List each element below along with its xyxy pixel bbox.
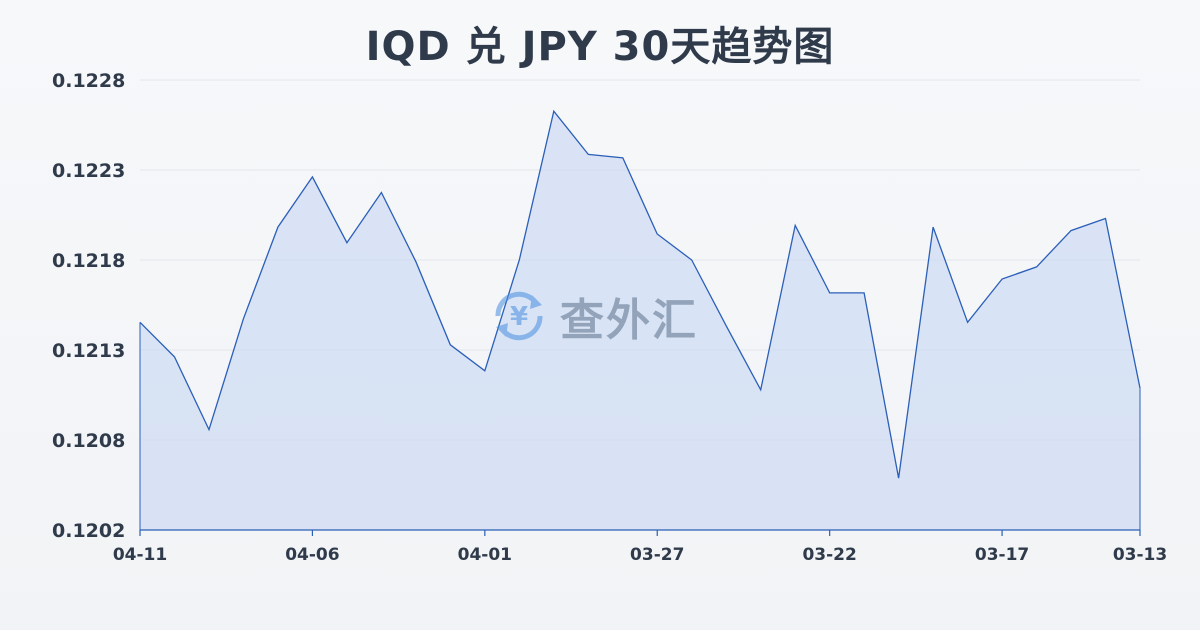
- area-series: [139, 109, 1141, 530]
- series-line: [139, 109, 1141, 479]
- y-tick-label: 0.1218: [52, 250, 125, 272]
- yen-glyph: ¥: [510, 302, 528, 332]
- x-tick-label: 04-11: [113, 545, 167, 565]
- y-tick-label: 0.1202: [52, 520, 125, 542]
- y-axis-labels: 0.1228 0.1223 0.1218 0.1213 0.1208 0.1202: [52, 70, 125, 542]
- x-tick-label: 03-13: [1113, 545, 1167, 565]
- x-tick-label: 03-17: [975, 545, 1029, 565]
- y-tick-label: 0.1228: [52, 70, 125, 92]
- watermark-text: 查外汇: [560, 295, 698, 346]
- x-tick-label: 04-06: [285, 545, 339, 565]
- x-axis: [139, 529, 1141, 536]
- y-tick-label: 0.1213: [52, 340, 125, 362]
- y-tick-label: 0.1208: [52, 430, 125, 452]
- x-tick-label: 03-27: [630, 545, 684, 565]
- x-tick-label: 03-22: [802, 545, 856, 565]
- x-tick-label: 04-01: [458, 545, 512, 565]
- area-fill: [140, 111, 1140, 530]
- y-tick-label: 0.1223: [52, 160, 125, 182]
- chart-title: IQD 兑 JPY 30天趋势图: [365, 24, 835, 70]
- x-axis-labels: 04-11 04-06 04-01 03-27 03-22 03-17 03-13: [113, 545, 1167, 565]
- watermark-logo: ¥ 查外汇: [488, 284, 698, 348]
- yen-exchange-icon: ¥: [495, 291, 543, 341]
